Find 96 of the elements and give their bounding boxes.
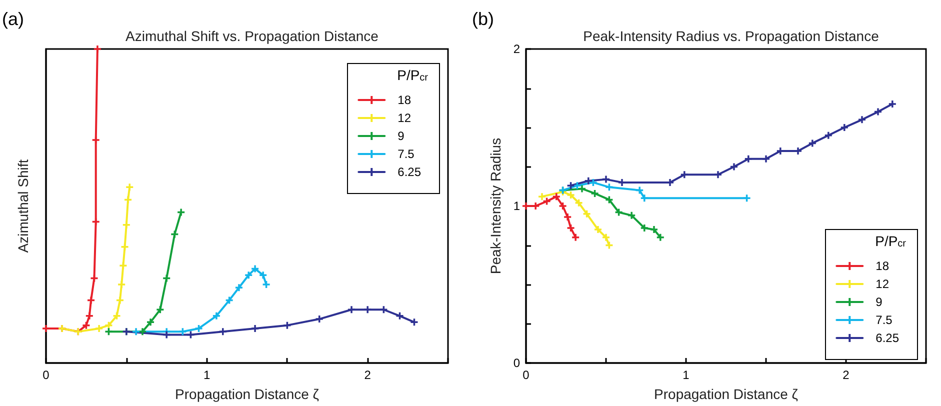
point bbox=[656, 234, 664, 241]
point bbox=[567, 182, 574, 190]
point bbox=[245, 272, 252, 279]
point bbox=[538, 193, 546, 200]
legend-label: 18 bbox=[876, 259, 890, 273]
point bbox=[88, 296, 95, 304]
point bbox=[567, 192, 574, 199]
point bbox=[628, 212, 636, 219]
point bbox=[212, 312, 220, 320]
point bbox=[730, 163, 738, 170]
point bbox=[113, 312, 120, 320]
text: (a) bbox=[2, 9, 24, 29]
legend-label: 9 bbox=[876, 295, 883, 309]
point bbox=[252, 265, 259, 272]
point bbox=[348, 306, 356, 314]
x-axis-title: Propagation Distance ζ bbox=[654, 386, 798, 402]
point bbox=[126, 184, 134, 191]
point bbox=[808, 140, 816, 147]
y-axis-title: Azimuthal Shift bbox=[15, 159, 31, 253]
point bbox=[105, 328, 112, 336]
point bbox=[640, 194, 648, 202]
point bbox=[594, 226, 602, 234]
y-axis-title: Peak-Intensity Radius bbox=[487, 138, 504, 274]
point bbox=[578, 185, 586, 192]
point bbox=[584, 177, 592, 184]
x-axis-title: Propagation Distance ζ bbox=[175, 386, 319, 402]
y-tick-label: 0 bbox=[513, 356, 520, 370]
point bbox=[138, 328, 146, 336]
x-tick-label: 1 bbox=[203, 368, 210, 382]
point bbox=[640, 224, 648, 232]
point bbox=[888, 100, 896, 108]
point bbox=[116, 296, 124, 304]
point bbox=[714, 171, 722, 178]
x-tick-label: 0 bbox=[42, 368, 50, 382]
point bbox=[650, 226, 658, 234]
point bbox=[602, 234, 610, 241]
chart-title: Azimuthal Shift vs. Propagation Distance bbox=[126, 28, 379, 44]
x-tick-label: 1 bbox=[682, 368, 690, 382]
point bbox=[380, 306, 388, 314]
point bbox=[235, 284, 242, 292]
legend-label: 18 bbox=[398, 93, 412, 107]
point bbox=[156, 306, 164, 314]
point bbox=[147, 318, 154, 326]
point bbox=[163, 331, 170, 338]
point bbox=[124, 196, 132, 204]
point bbox=[567, 224, 574, 232]
legend-label: 6.25 bbox=[398, 165, 422, 179]
point bbox=[874, 108, 882, 116]
point bbox=[824, 132, 832, 139]
legend-label: 7.5 bbox=[876, 313, 893, 327]
point bbox=[132, 328, 140, 336]
legend-title: P/Pcr bbox=[875, 233, 907, 250]
point bbox=[364, 306, 372, 314]
point bbox=[762, 155, 770, 162]
point bbox=[260, 272, 267, 279]
y-tick-label: 2 bbox=[513, 42, 520, 56]
legend-label: 12 bbox=[876, 277, 890, 291]
point bbox=[396, 312, 404, 320]
point bbox=[163, 274, 170, 282]
x-tick-label: 0 bbox=[522, 368, 530, 382]
x-tick-label: 2 bbox=[364, 368, 372, 382]
point bbox=[559, 202, 566, 210]
point bbox=[572, 234, 580, 241]
point bbox=[94, 46, 101, 52]
point bbox=[636, 186, 644, 194]
legend-title: P/Pcr bbox=[397, 67, 429, 84]
point bbox=[252, 324, 259, 332]
point bbox=[564, 213, 572, 220]
legend-label: 12 bbox=[398, 111, 412, 125]
point bbox=[591, 190, 598, 197]
x-tick-label: 2 bbox=[842, 368, 850, 382]
point bbox=[590, 178, 597, 186]
point bbox=[316, 316, 323, 323]
legend-label: 6.25 bbox=[876, 331, 900, 345]
point bbox=[744, 155, 752, 162]
point bbox=[552, 193, 560, 200]
text: (b) bbox=[472, 9, 494, 29]
point bbox=[219, 328, 226, 336]
point bbox=[602, 176, 610, 183]
point bbox=[195, 324, 202, 332]
legend-label: 7.5 bbox=[398, 147, 415, 161]
point bbox=[840, 124, 848, 131]
point bbox=[574, 182, 581, 190]
point bbox=[858, 116, 866, 124]
point bbox=[178, 208, 185, 216]
point bbox=[262, 281, 270, 288]
legend-label: 9 bbox=[398, 129, 405, 143]
point bbox=[122, 221, 130, 228]
point bbox=[96, 324, 103, 332]
point bbox=[179, 328, 186, 336]
chart-title: Peak-Intensity Radius vs. Propagation Distance bbox=[583, 28, 880, 44]
point bbox=[118, 281, 126, 288]
point bbox=[92, 136, 100, 144]
point bbox=[86, 312, 93, 320]
y-tick-label: 1 bbox=[513, 199, 520, 213]
point bbox=[680, 171, 688, 178]
